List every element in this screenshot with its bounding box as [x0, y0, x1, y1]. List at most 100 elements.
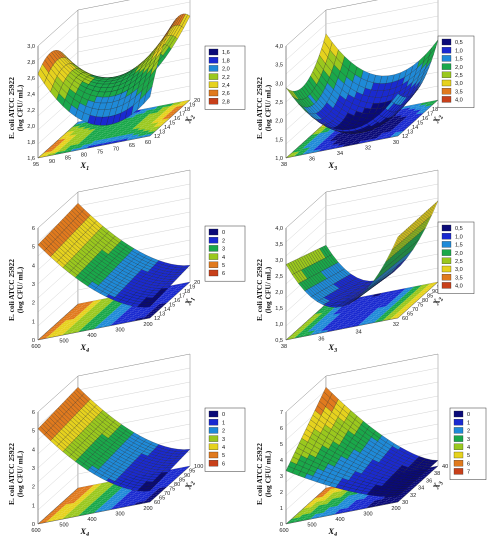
floor-contour-cell [100, 307, 112, 312]
floor-contour-cell [311, 312, 323, 317]
x-tick-label: 34 [356, 329, 362, 335]
floor-contour-cell [95, 130, 106, 135]
z-tick-label: 1,8 [27, 140, 35, 146]
floor-contour-cell [110, 315, 122, 320]
floor-contour-cell [108, 130, 120, 135]
floor-contour-cell [329, 503, 341, 508]
floor-contour-cell [354, 302, 366, 307]
legend-swatch [441, 241, 452, 248]
floor-contour-cell [108, 312, 120, 317]
y-tick-label: 34 [418, 486, 424, 492]
legend-swatch [441, 79, 452, 87]
floor-contour-cell [83, 322, 95, 327]
floor-contour-cell [379, 131, 391, 136]
floor-contour-cell [374, 496, 386, 501]
floor-contour-cell [104, 320, 116, 325]
floor-contour-cell [156, 480, 168, 485]
x-axis-label: X1 [79, 160, 89, 172]
floor-contour-cell [154, 299, 165, 304]
floor-contour-cell [66, 134, 77, 139]
floor-contour-cell [70, 141, 82, 146]
floor-contour-cell [58, 135, 69, 140]
floor-contour-cell [375, 300, 387, 305]
floor-contour-cell [296, 149, 308, 154]
box-edge [285, 121, 327, 159]
floor-contour-cell [308, 499, 320, 504]
floor-contour-cell [167, 476, 179, 481]
floor-contour-cell [320, 327, 332, 332]
floor-contour-cell [159, 111, 171, 116]
floor-contour-cell [288, 517, 300, 522]
floor-contour-cell [410, 481, 421, 486]
y-tick-label: 17 [179, 112, 185, 118]
floor-contour-cell [302, 326, 314, 331]
z-tick-label: 4,0 [275, 226, 283, 232]
x-tick-label: 38 [281, 344, 287, 350]
floor-contour-cell [304, 148, 316, 153]
legend-swatch [208, 89, 219, 97]
floor-contour-cell [363, 316, 375, 321]
floor-contour-cell [314, 500, 325, 505]
floor-contour-cell [339, 321, 351, 326]
x-tick-label: 70 [113, 146, 119, 152]
floor-contour-cell [125, 114, 137, 119]
floor-contour-cell [88, 323, 100, 328]
floor-contour-cell [306, 501, 317, 506]
floor-contour-cell [92, 315, 104, 320]
floor-contour-cell [110, 499, 122, 504]
floor-contour-cell [70, 147, 81, 152]
floor-contour-cell [300, 141, 312, 146]
legend-swatch [208, 81, 219, 88]
floor-contour-cell [329, 137, 341, 142]
x-axis-label: X4 [327, 526, 337, 538]
floor-contour-cell [62, 331, 73, 336]
floor-contour-cell [350, 501, 362, 506]
floor-contour-cell [411, 103, 422, 108]
floor-contour-cell [404, 302, 416, 307]
y-tick-label: 17 [427, 112, 433, 118]
floor-contour-cell [94, 508, 105, 513]
floor-contour-cell [60, 315, 72, 320]
floor-contour-cell [139, 495, 151, 500]
legend-swatch [208, 245, 219, 252]
grid-line [37, 1, 191, 61]
z-tick-label: 3,0 [275, 81, 283, 87]
floor-contour-cell [334, 138, 346, 143]
floor-contour-cell [102, 317, 114, 322]
floor-contour-cell [347, 137, 359, 142]
floor-contour-cell [306, 317, 317, 322]
legend-label: 0 [467, 412, 470, 418]
floor-contour-cell [335, 308, 347, 313]
legend-swatch [441, 55, 452, 62]
x-tick-label: 75 [97, 149, 103, 155]
floor-contour-cell [405, 108, 417, 113]
floor-contour-cell [55, 504, 66, 509]
floor-contour-cell [332, 134, 344, 139]
floor-contour-cell [316, 131, 328, 136]
floor-contour-cell [72, 327, 84, 332]
floor-contour-cell [142, 499, 153, 504]
y-tick-label: 85 [427, 294, 433, 300]
z-tick-label: 5 [32, 245, 35, 251]
floor-contour-cell [345, 500, 357, 505]
z-tick-label: 2,0 [275, 290, 283, 296]
x-tick-label: 36 [309, 157, 315, 163]
z-tick-label: 2,0 [27, 124, 35, 130]
floor-contour-cell [126, 136, 137, 141]
grid-line [285, 1, 439, 61]
floor-contour-cell [62, 143, 74, 148]
floor-contour-cell [170, 473, 182, 478]
floor-contour-cell [139, 311, 151, 316]
floor-contour-cell [79, 133, 90, 138]
floor-contour-cell [106, 308, 117, 313]
floor-contour-cell [383, 122, 394, 127]
floor-contour-cell [427, 100, 438, 105]
floor-contour-cell [74, 308, 86, 313]
floor-contour-cell [74, 132, 85, 137]
legend-label: 5 [222, 263, 225, 269]
floor-contour-cell [82, 125, 94, 130]
floor-contour-cell [80, 143, 92, 148]
floor-contour-cell [73, 138, 85, 143]
floor-contour-cell [340, 309, 352, 314]
floor-contour-cell [138, 114, 150, 119]
